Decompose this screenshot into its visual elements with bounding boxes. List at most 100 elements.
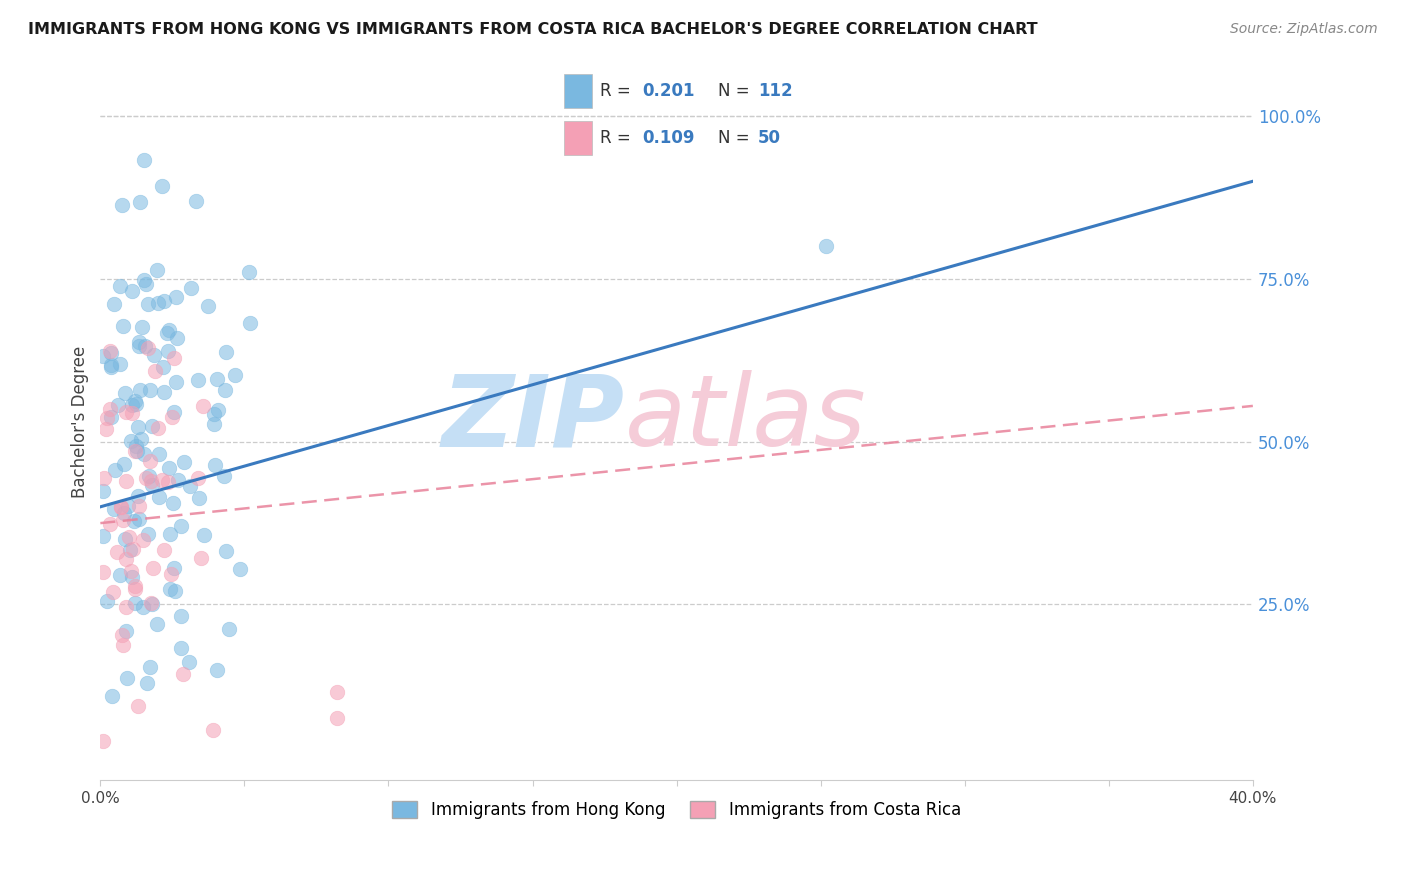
Point [103,296,125,310]
Point [148,490,170,504]
FancyBboxPatch shape [564,121,592,155]
Point [91,566,114,580]
Point [139,660,162,674]
Point [108,357,131,371]
Point [121,541,143,556]
Point [91,349,114,363]
Point [157,323,180,337]
Point [325,685,347,699]
Point [108,567,131,582]
Point [239,316,262,330]
Point [163,351,186,365]
Point [121,399,143,413]
Point [120,434,142,448]
Point [153,293,176,308]
Point [177,655,200,669]
Point [204,458,226,473]
Point [121,570,143,584]
Point [146,421,169,435]
Point [100,410,122,425]
Legend: Immigrants from Hong Kong, Immigrants from Costa Rica: Immigrants from Hong Kong, Immigrants fr… [385,794,967,826]
Point [135,471,157,485]
Point [112,513,135,527]
Point [121,284,143,298]
Point [110,500,132,515]
Point [115,671,138,685]
Point [202,407,225,421]
Point [163,405,186,419]
Point [163,561,186,575]
Point [187,373,209,387]
Point [94,422,117,436]
Point [212,468,235,483]
Point [111,198,134,212]
Point [138,468,160,483]
Point [187,491,209,505]
Point [104,463,127,477]
Point [100,358,122,372]
Text: R =: R = [600,82,637,100]
Point [124,439,146,453]
Point [115,599,138,614]
Text: IMMIGRANTS FROM HONG KONG VS IMMIGRANTS FROM COSTA RICA BACHELOR'S DEGREE CORREL: IMMIGRANTS FROM HONG KONG VS IMMIGRANTS … [28,22,1038,37]
Point [127,698,149,713]
Point [98,401,121,416]
Point [120,564,142,578]
Point [165,583,187,598]
Point [127,444,149,458]
Point [146,296,169,310]
Point [112,506,135,520]
Point [148,447,170,461]
Point [153,384,176,399]
Point [139,383,162,397]
Point [93,471,115,485]
Point [191,399,214,413]
Point [129,432,152,446]
Point [136,297,159,311]
Point [124,579,146,593]
Text: 0.201: 0.201 [643,82,695,100]
Point [115,405,138,419]
Point [160,566,183,581]
Point [224,368,246,382]
Point [141,597,163,611]
Point [202,417,225,431]
Text: R =: R = [600,128,637,147]
Text: N =: N = [718,128,755,147]
Point [118,530,141,544]
Point [114,386,136,401]
Point [91,483,114,498]
Point [128,499,150,513]
Point [143,364,166,378]
Point [136,676,159,690]
Point [91,734,114,748]
Point [103,502,125,516]
Point [215,544,238,558]
Point [124,443,146,458]
Point [193,528,215,542]
Point [108,279,131,293]
Text: 112: 112 [758,82,793,100]
Point [129,383,152,397]
Point [172,666,194,681]
Point [180,281,202,295]
Point [105,545,128,559]
Point [127,419,149,434]
Point [96,594,118,608]
Point [159,526,181,541]
Point [157,344,180,359]
Point [124,394,146,409]
Point [152,359,174,374]
Point [124,582,146,597]
Point [132,600,155,615]
Point [153,542,176,557]
Point [112,458,135,472]
Point [136,527,159,541]
Point [152,179,174,194]
Point [142,561,165,575]
Point [135,277,157,291]
Point [132,153,155,167]
Point [115,624,138,639]
Point [156,475,179,489]
Point [141,597,163,611]
